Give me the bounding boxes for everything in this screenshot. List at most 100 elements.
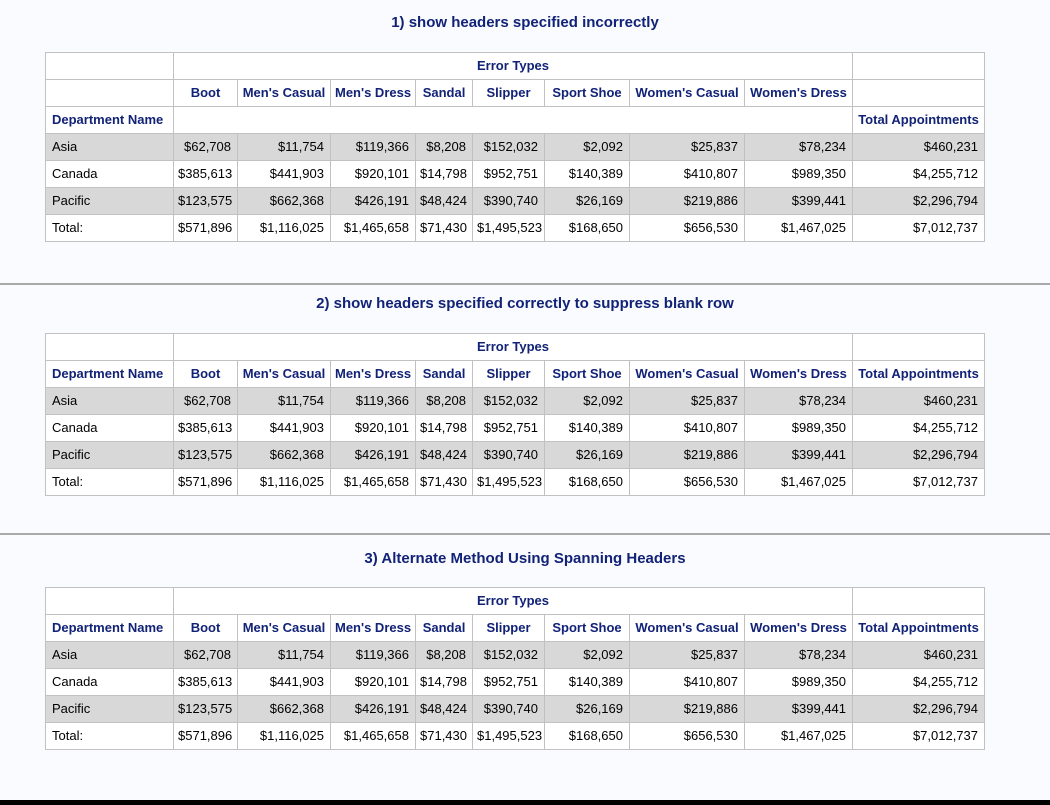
column-header: Slipper [472, 614, 545, 642]
total-appointments-header: Total Appointments [852, 106, 986, 134]
column-header: Women's Casual [629, 360, 745, 388]
value-cell: $71,430 [415, 468, 473, 496]
value-cell: $1,467,025 [743, 468, 854, 496]
table-slot: Error Types Boot Men's Casual Men's Dress Sa… [0, 52, 1050, 242]
column-header: Men's Casual [237, 360, 331, 388]
blank-corner-cell [45, 587, 174, 615]
value-cell: $11,754 [237, 387, 331, 415]
table-row: Asia $62,708 $11,754 $119,366 $8,208 $152,032… [45, 387, 986, 415]
total-appointments-header: Total Appointments [852, 360, 986, 388]
header-row: Department Name Boot Men's Casual Men's Dre… [45, 614, 986, 642]
table-row: Asia $62,708 $11,754 $119,366 $8,208 $152,032… [45, 133, 986, 161]
value-cell: $168,650 [544, 468, 630, 496]
department-name-header: Department Name [45, 360, 174, 388]
table-slot: Error Types Department Name Boot Men's Casu… [0, 587, 1050, 750]
section-title: 2) show headers specified correctly to s… [316, 295, 734, 312]
column-header: Men's Dress [330, 360, 416, 388]
column-header: Sandal [415, 79, 473, 107]
value-cell: $123,575 [173, 187, 238, 215]
value-cell: $662,368 [237, 441, 331, 469]
value-cell: $8,208 [415, 641, 473, 669]
blank-corner-cell [45, 333, 174, 361]
value-cell: $219,886 [629, 441, 745, 469]
value-cell: $62,708 [173, 387, 238, 415]
value-cell: $11,754 [237, 641, 331, 669]
value-cell: $662,368 [237, 187, 331, 215]
value-cell: $441,903 [237, 668, 331, 696]
value-cell: $571,896 [173, 722, 238, 750]
value-cell: $2,092 [544, 641, 630, 669]
value-cell: $14,798 [415, 414, 473, 442]
department-name-header: Department Name [45, 614, 174, 642]
value-cell: $1,116,025 [237, 722, 331, 750]
column-header: Slipper [472, 79, 545, 107]
value-cell: $168,650 [544, 214, 630, 242]
value-cell: $952,751 [472, 414, 545, 442]
value-cell: $62,708 [173, 641, 238, 669]
column-header: Sandal [415, 614, 473, 642]
value-cell: $989,350 [743, 414, 854, 442]
blank-corner-cell [852, 587, 986, 615]
value-cell: $385,613 [173, 668, 238, 696]
table-row: Canada $385,613 $441,903 $920,101 $14,798 $95… [45, 160, 986, 188]
value-cell: $140,389 [544, 160, 630, 188]
value-cell: $152,032 [472, 641, 545, 669]
value-cell: $168,650 [544, 722, 630, 750]
column-header: Men's Dress [330, 79, 416, 107]
value-cell: $410,807 [629, 160, 745, 188]
total-cell: $7,012,737 [852, 468, 986, 496]
department-cell: Canada [45, 414, 174, 442]
department-cell: Total: [45, 722, 174, 750]
value-cell: $441,903 [237, 160, 331, 188]
total-cell: $2,296,794 [852, 695, 986, 723]
value-cell: $1,495,523 [472, 468, 545, 496]
department-cell: Pacific [45, 695, 174, 723]
bottom-bar [0, 800, 1050, 805]
department-cell: Asia [45, 387, 174, 415]
column-header: Men's Dress [330, 614, 416, 642]
section-title: 1) show headers specified incorrectly [391, 14, 659, 31]
value-cell: $656,530 [629, 214, 745, 242]
value-cell: $8,208 [415, 387, 473, 415]
value-cell: $8,208 [415, 133, 473, 161]
total-cell: $2,296,794 [852, 441, 986, 469]
value-cell: $1,495,523 [472, 722, 545, 750]
total-cell: $2,296,794 [852, 187, 986, 215]
value-cell: $123,575 [173, 695, 238, 723]
total-cell: $460,231 [852, 641, 986, 669]
value-cell: $123,575 [173, 441, 238, 469]
department-cell: Canada [45, 160, 174, 188]
department-name-header: Department Name [45, 106, 174, 134]
value-cell: $48,424 [415, 695, 473, 723]
spanning-header-cell: Error Types [172, 333, 854, 361]
column-header: Men's Casual [237, 79, 331, 107]
report-table: Error Types Department Name Boot Men's Casu… [45, 587, 986, 750]
header-row: Error Types [45, 587, 986, 615]
column-header: Sandal [415, 360, 473, 388]
department-cell: Pacific [45, 441, 174, 469]
value-cell: $219,886 [629, 695, 745, 723]
value-cell: $11,754 [237, 133, 331, 161]
value-cell: $390,740 [472, 187, 545, 215]
value-cell: $1,467,025 [743, 214, 854, 242]
department-cell: Total: [45, 468, 174, 496]
report-section-3: 3) Alternate Method Using Spanning Heade… [0, 551, 1050, 750]
value-cell: $140,389 [544, 414, 630, 442]
value-cell: $399,441 [743, 695, 854, 723]
value-cell: $140,389 [544, 668, 630, 696]
value-cell: $26,169 [544, 695, 630, 723]
value-cell: $119,366 [330, 133, 416, 161]
spanning-header-cell: Error Types [172, 52, 854, 80]
value-cell: $78,234 [743, 641, 854, 669]
value-cell: $662,368 [237, 695, 331, 723]
value-cell: $399,441 [743, 187, 854, 215]
value-cell: $48,424 [415, 187, 473, 215]
value-cell: $26,169 [544, 441, 630, 469]
department-cell: Asia [45, 641, 174, 669]
value-cell: $410,807 [629, 668, 745, 696]
value-cell: $26,169 [544, 187, 630, 215]
value-cell: $441,903 [237, 414, 331, 442]
report-table: Error Types Boot Men's Casual Men's Dress Sa… [45, 52, 986, 242]
value-cell: $2,092 [544, 387, 630, 415]
value-cell: $78,234 [743, 387, 854, 415]
